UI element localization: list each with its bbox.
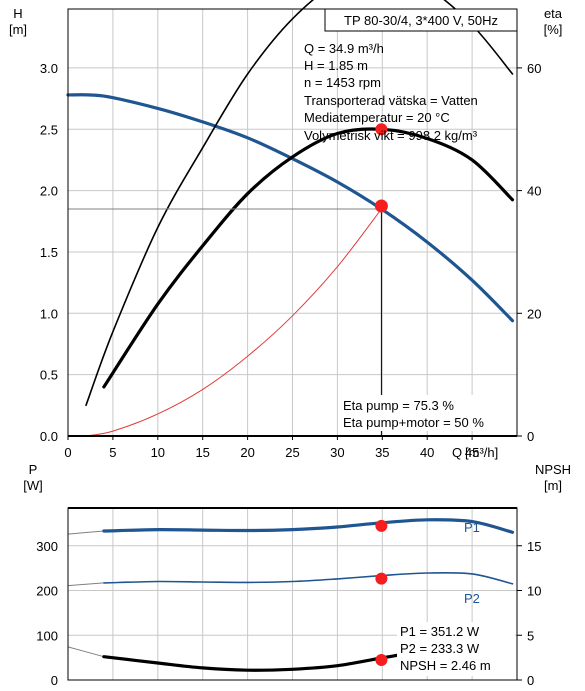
y-tick-label: 1.0 <box>40 306 58 321</box>
series-label-p1: P1 <box>464 520 480 535</box>
duty-point-p2 <box>375 572 388 585</box>
duty-point-p1 <box>375 519 388 532</box>
curve-p1 <box>102 518 515 534</box>
x-tick-label: 30 <box>330 445 344 460</box>
info-line: Mediatemperatur = 20 °C <box>304 110 450 125</box>
x-tick-label: 25 <box>285 445 299 460</box>
info-line: n = 1453 rpm <box>304 75 381 90</box>
y2-tick-label: 20 <box>527 306 541 321</box>
p1-annotation: P1 = 351.2 W <box>400 624 480 639</box>
y-tick-label: 300 <box>36 539 58 554</box>
info-block: Q = 34.9 m³/h H = 1.85 m n = 1453 rpm Tr… <box>304 41 478 143</box>
y-tick-label: 3.0 <box>40 61 58 76</box>
x-tick-label: 35 <box>375 445 389 460</box>
x-tick-label: 0 <box>64 445 71 460</box>
y2-axis-unit-npsh: [m] <box>544 478 562 493</box>
x-tick-label: 10 <box>151 445 165 460</box>
y2-tick-label: 15 <box>527 539 541 554</box>
y2-tick-label: 60 <box>527 61 541 76</box>
top-axes: 0 5 10 15 20 25 30 35 40 45 0.0 0.5 1.0 1.5 2.0 2.5 3.0 0… <box>40 8 541 460</box>
y-axis-unit-h: [m] <box>9 22 27 37</box>
y2-axis-label-eta: eta <box>544 6 563 21</box>
y2-tick-label: 0 <box>527 673 534 688</box>
x-axis-label-q: Q <box>452 445 462 460</box>
y-axis-label-h: H <box>13 6 22 21</box>
series-label-p2: P2 <box>464 591 480 606</box>
p2-annotation: P2 = 233.3 W <box>400 641 480 656</box>
duty-point-npsh <box>375 653 388 666</box>
eta-total-annotation: Eta pump+motor = 50 % <box>343 415 484 430</box>
y2-tick-label: 0 <box>527 429 534 444</box>
info-line: Q = 34.9 m³/h <box>304 41 384 56</box>
y-tick-label: 2.5 <box>40 122 58 137</box>
y-tick-label: 0.0 <box>40 429 58 444</box>
eta-annotation-bg <box>341 395 511 431</box>
power-annotation-bg <box>397 622 515 676</box>
y-tick-label: 0 <box>51 673 58 688</box>
y-tick-label: 1.5 <box>40 245 58 260</box>
x-tick-label: 40 <box>420 445 434 460</box>
y-axis-label-p: P <box>29 462 38 477</box>
y2-tick-label: 10 <box>527 584 541 599</box>
curve-system <box>85 208 382 437</box>
y2-axis-label-npsh: NPSH <box>535 462 571 477</box>
info-line: Transporterad vätska = Vatten <box>304 93 478 108</box>
x-tick-label: 45 <box>465 445 479 460</box>
x-axis-unit-q: [m³/h] <box>465 445 498 460</box>
top-curves <box>66 0 515 437</box>
y-tick-label: 0.5 <box>40 368 58 383</box>
curve-p2 <box>103 571 514 585</box>
curve-p1-extension <box>67 530 104 535</box>
info-line: H = 1.85 m <box>304 58 368 73</box>
y-tick-label: 100 <box>36 628 58 643</box>
x-tick-label: 15 <box>195 445 209 460</box>
curve-eta-total <box>102 127 515 389</box>
chart-title: TP 80-30/4, 3*400 V, 50Hz <box>344 13 498 28</box>
curve-p2-extension <box>67 582 104 587</box>
y2-tick-label: 40 <box>527 184 541 199</box>
bottom-axes: 0 100 200 300 0 5 10 15 <box>36 507 541 688</box>
duty-point-head <box>374 199 388 213</box>
top-grid <box>68 9 517 436</box>
curve-npsh-extension <box>67 646 105 658</box>
duty-point-eta-total <box>375 123 388 136</box>
info-line: Volymetrisk vikt = 998.2 kg/m³ <box>304 128 478 143</box>
y-tick-label: 200 <box>36 584 58 599</box>
x-tick-label: 5 <box>109 445 116 460</box>
npsh-annotation: NPSH = 2.46 m <box>400 658 491 673</box>
x-tick-label: 20 <box>240 445 254 460</box>
eta-pump-annotation: Eta pump = 75.3 % <box>343 398 454 413</box>
title-box <box>324 8 518 32</box>
curve-eta-pump <box>85 0 514 407</box>
y-axis-unit-p: [W] <box>23 478 43 493</box>
y2-tick-label: 5 <box>527 628 534 643</box>
y2-axis-unit-eta: [%] <box>544 22 563 37</box>
y-tick-label: 2.0 <box>40 184 58 199</box>
